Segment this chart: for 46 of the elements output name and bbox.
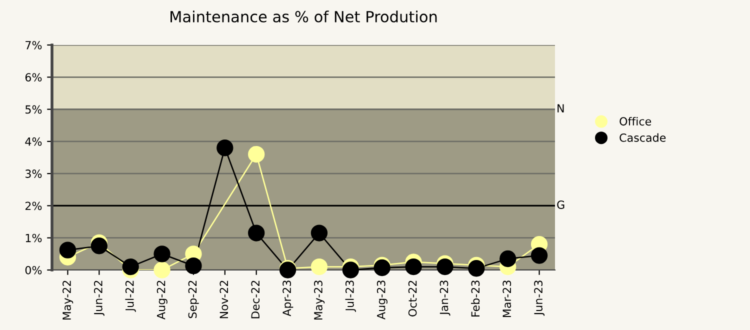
x-tick-label: Jul-22 xyxy=(125,280,136,312)
x-tick-label: Jan-23 xyxy=(440,280,450,316)
y-tick-label: 6% xyxy=(25,73,42,82)
x-tick-label: Jun-23 xyxy=(534,280,545,316)
legend-label: Office xyxy=(620,116,652,126)
point xyxy=(185,257,202,274)
y-tick-label: 1% xyxy=(26,234,42,242)
point xyxy=(216,140,234,156)
y-tick-label: 7% xyxy=(26,40,42,50)
x-tick-label: May-22 xyxy=(62,280,74,320)
point xyxy=(154,246,170,262)
point xyxy=(90,238,108,254)
x-tick-label: Mar-23 xyxy=(502,280,512,318)
point xyxy=(436,258,454,276)
x-tick-label: Nov-22 xyxy=(220,280,228,318)
ref-line-label: G xyxy=(557,200,564,209)
x-tick-label: May-23 xyxy=(314,280,325,320)
x-tick-label: Aug-22 xyxy=(156,280,168,320)
x-tick-label: Oct-22 xyxy=(408,280,417,316)
point xyxy=(310,258,328,276)
x-tick-label: Sep-22 xyxy=(188,280,199,318)
point xyxy=(468,260,485,277)
chart-title: Maintenance as % of Net Prodution xyxy=(170,10,437,22)
legend-label: Cascade xyxy=(620,133,666,142)
point xyxy=(248,146,265,163)
point xyxy=(530,247,548,264)
x-tick-label: Apr-23 xyxy=(282,280,294,316)
y-tick-label: 2% xyxy=(25,202,42,210)
y-tick-label: 0% xyxy=(25,266,42,274)
y-tick-label: 3% xyxy=(26,170,42,178)
x-tick-label: Dec-22 xyxy=(251,280,260,318)
point xyxy=(59,242,76,258)
point xyxy=(342,262,359,278)
x-tick-label: Aug-23 xyxy=(376,280,388,320)
y-tick-label: 5% xyxy=(26,105,42,114)
x-tick-label: Jul-23 xyxy=(345,280,356,312)
point xyxy=(248,224,265,242)
point xyxy=(154,262,170,278)
y-tick-label: 4% xyxy=(25,137,42,146)
point xyxy=(405,258,422,276)
point xyxy=(122,258,139,276)
point xyxy=(500,250,516,268)
x-tick-label: Feb-23 xyxy=(471,280,480,316)
x-tick-label: Jun-22 xyxy=(94,280,104,316)
point xyxy=(310,224,328,242)
ref-line-label: N xyxy=(558,104,564,112)
